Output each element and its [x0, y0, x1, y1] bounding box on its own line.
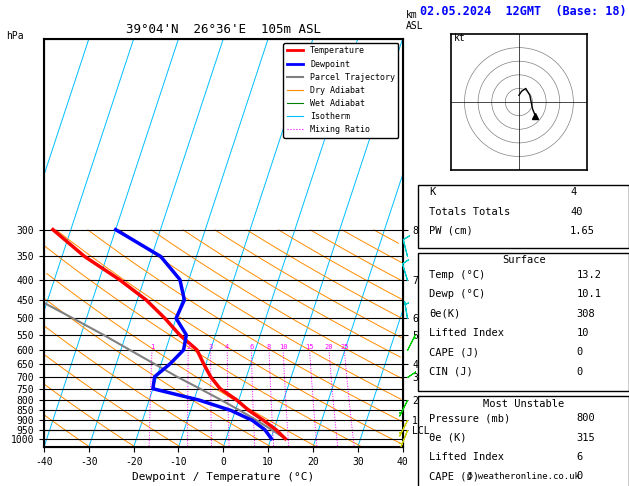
Text: 15: 15 — [305, 344, 314, 350]
Text: CIN (J): CIN (J) — [429, 367, 472, 377]
Text: 8: 8 — [267, 344, 271, 350]
Text: 2: 2 — [186, 344, 191, 350]
Text: 10: 10 — [279, 344, 287, 350]
Text: K: K — [429, 187, 435, 197]
Text: Lifted Index: Lifted Index — [429, 452, 504, 462]
Text: 13.2: 13.2 — [576, 270, 601, 280]
Text: © weatheronline.co.uk: © weatheronline.co.uk — [467, 472, 580, 481]
Text: 0: 0 — [576, 347, 582, 358]
Text: 10.1: 10.1 — [576, 289, 601, 299]
Text: 02.05.2024  12GMT  (Base: 18): 02.05.2024 12GMT (Base: 18) — [420, 5, 627, 18]
Text: θe(K): θe(K) — [429, 309, 460, 319]
Text: 4: 4 — [570, 187, 576, 197]
Text: Dewp (°C): Dewp (°C) — [429, 289, 485, 299]
Text: hPa: hPa — [6, 31, 24, 41]
Bar — [418, 396, 629, 486]
Text: km
ASL: km ASL — [406, 10, 423, 31]
Text: 6: 6 — [576, 452, 582, 462]
Text: CAPE (J): CAPE (J) — [429, 471, 479, 482]
Text: 308: 308 — [576, 309, 595, 319]
Text: 25: 25 — [340, 344, 348, 350]
Text: CAPE (J): CAPE (J) — [429, 347, 479, 358]
Text: Lifted Index: Lifted Index — [429, 328, 504, 338]
Text: Totals Totals: Totals Totals — [429, 207, 510, 217]
Text: Surface: Surface — [502, 255, 545, 265]
Text: kt: kt — [454, 33, 465, 43]
Text: 1.65: 1.65 — [570, 226, 595, 236]
Text: 0: 0 — [576, 471, 582, 482]
Bar — [418, 185, 629, 248]
Legend: Temperature, Dewpoint, Parcel Trajectory, Dry Adiabat, Wet Adiabat, Isotherm, Mi: Temperature, Dewpoint, Parcel Trajectory… — [284, 43, 398, 138]
Text: 3: 3 — [209, 344, 213, 350]
Text: 1: 1 — [150, 344, 154, 350]
Text: 315: 315 — [576, 433, 595, 443]
Text: 0: 0 — [576, 367, 582, 377]
Bar — [418, 253, 629, 391]
Text: Most Unstable: Most Unstable — [483, 399, 564, 409]
Text: PW (cm): PW (cm) — [429, 226, 472, 236]
Text: Temp (°C): Temp (°C) — [429, 270, 485, 280]
X-axis label: Dewpoint / Temperature (°C): Dewpoint / Temperature (°C) — [132, 472, 314, 483]
Text: 6: 6 — [249, 344, 253, 350]
Text: 10: 10 — [576, 328, 589, 338]
Text: Pressure (mb): Pressure (mb) — [429, 413, 510, 423]
Text: θe (K): θe (K) — [429, 433, 466, 443]
Text: 800: 800 — [576, 413, 595, 423]
Text: 20: 20 — [325, 344, 333, 350]
Text: 4: 4 — [225, 344, 230, 350]
Text: 40: 40 — [570, 207, 582, 217]
Title: 39°04'N  26°36'E  105m ASL: 39°04'N 26°36'E 105m ASL — [126, 23, 321, 36]
